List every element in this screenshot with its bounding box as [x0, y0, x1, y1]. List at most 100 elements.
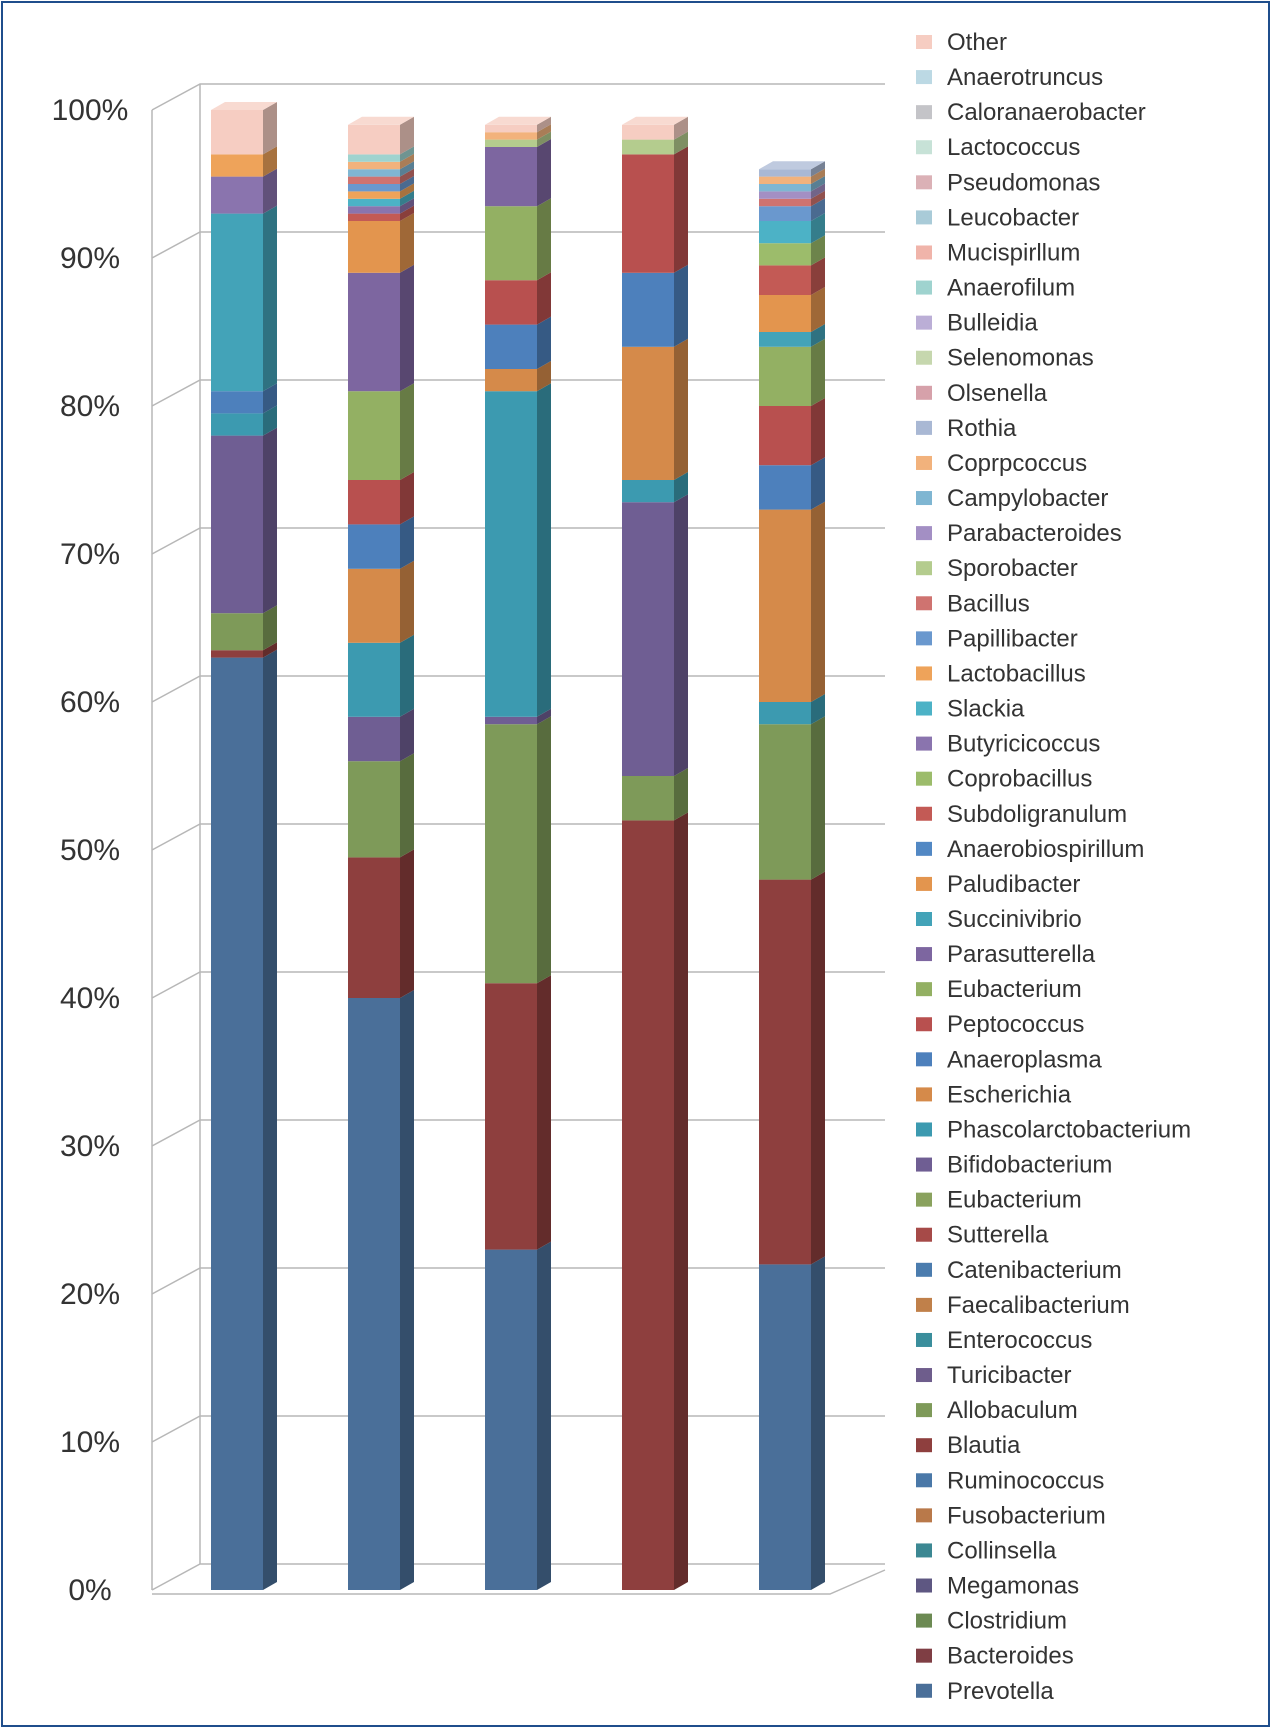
- bar-segment-side: [811, 871, 825, 1265]
- bar-segment: [348, 191, 400, 199]
- bar-segment: [211, 391, 263, 414]
- bar-segment-side: [400, 560, 414, 643]
- legend-label: Sporobacter: [947, 555, 1078, 582]
- bar-segment: [622, 154, 674, 273]
- bar-segment-side: [400, 849, 414, 998]
- legend-swatch: [916, 1683, 932, 1698]
- bar-segment: [485, 716, 537, 725]
- legend-item: Parasutterella: [916, 941, 1096, 968]
- legend-label: Prevotella: [947, 1678, 1054, 1705]
- bar-segment-side: [400, 153, 414, 170]
- legend-swatch: [916, 561, 932, 576]
- bar-segment: [759, 465, 811, 510]
- bar-segment-side: [811, 161, 825, 177]
- legend-swatch: [916, 631, 932, 646]
- legend-item: Parabacteroides: [916, 520, 1122, 547]
- bar-segment: [485, 132, 537, 140]
- bar-segment-side: [263, 427, 277, 614]
- bar-segment: [622, 124, 674, 140]
- legend-item: Coprpcoccus: [916, 450, 1087, 477]
- legend-label: Clostridium: [947, 1608, 1067, 1635]
- bar-segment: [485, 724, 537, 984]
- y-tick-label: 40%: [60, 982, 120, 1015]
- y-tick-label: 100%: [52, 94, 129, 127]
- bar-segment: [348, 272, 400, 392]
- legend-swatch: [916, 1157, 932, 1172]
- legend-swatch: [916, 841, 932, 856]
- bar-segment: [759, 346, 811, 406]
- bar-top-cap: [622, 116, 688, 125]
- legend-item: Subdoligranulum: [916, 801, 1127, 828]
- legend-label: Olsenella: [947, 380, 1048, 407]
- bar-segment: [211, 154, 263, 177]
- bar-segment-side: [811, 213, 825, 244]
- bars: [211, 102, 825, 1590]
- legend-swatch: [916, 1332, 932, 1347]
- bar-segment: [211, 176, 263, 214]
- bar-segment-side: [811, 183, 825, 199]
- bar-segment: [759, 295, 811, 332]
- bar-segment: [485, 1249, 537, 1590]
- legend-label: Megamonas: [947, 1573, 1079, 1600]
- bar-segment-side: [537, 383, 551, 717]
- legend-item: Bifidobacterium: [916, 1152, 1112, 1179]
- bar-top-cap: [759, 161, 825, 170]
- legend-swatch: [916, 175, 932, 190]
- legend-item: Sporobacter: [916, 555, 1078, 582]
- legend-swatch: [916, 1087, 932, 1102]
- legend-label: Sutterella: [947, 1222, 1049, 1249]
- bar-segment-side: [400, 116, 414, 155]
- legend-label: Bifidobacterium: [947, 1152, 1112, 1179]
- bar-segment: [759, 184, 811, 192]
- bar-stack: [622, 116, 688, 1590]
- bar-segment: [211, 435, 263, 614]
- bar-segment: [348, 154, 400, 162]
- bar-segment: [348, 716, 400, 762]
- bar-segment: [211, 650, 263, 658]
- legend-label: Peptococcus: [947, 1011, 1084, 1038]
- legend-item: Caloranaerobacter: [916, 99, 1146, 126]
- bar-segment-side: [263, 205, 277, 392]
- bar-segment-side: [263, 405, 277, 436]
- bar-segment-side: [811, 457, 825, 510]
- bar-segment: [759, 176, 811, 184]
- bar-segment-side: [674, 116, 688, 140]
- bar-stack: [485, 116, 551, 1590]
- legend-item: Faecalibacterium: [916, 1292, 1130, 1319]
- legend-item: Succinivibrio: [916, 906, 1082, 933]
- legend-item: Other: [916, 29, 1007, 56]
- bar-segment-side: [400, 708, 414, 762]
- bar-segment: [759, 879, 811, 1265]
- bar-segment-side: [811, 501, 825, 702]
- bar-segment: [348, 857, 400, 998]
- legend-label: Paludibacter: [947, 871, 1080, 898]
- bar-segment-side: [811, 694, 825, 725]
- legend-item: Bacillus: [916, 590, 1030, 617]
- legend-item: Prevotella: [916, 1678, 1054, 1705]
- bar-segment-side: [400, 753, 414, 858]
- bar-segment-side: [537, 198, 551, 281]
- legend-swatch: [916, 140, 932, 155]
- bar-segment-side: [400, 213, 414, 273]
- legend-item: Anaeroplasma: [916, 1046, 1102, 1073]
- legend-item: Lactobacillus: [916, 660, 1086, 687]
- legend-item: Escherichia: [916, 1081, 1072, 1108]
- legend-swatch: [916, 526, 932, 541]
- legend-swatch: [916, 876, 932, 891]
- legend-item: Anaerofilum: [916, 275, 1075, 302]
- legend-label: Eubacterium: [947, 1187, 1082, 1214]
- bar-segment-side: [263, 605, 277, 651]
- bar-segment-side: [811, 198, 825, 221]
- bar-segment: [211, 657, 263, 1590]
- bar-segment-side: [811, 168, 825, 184]
- bar-segment-side: [674, 264, 688, 347]
- legend-label: Campylobacter: [947, 485, 1108, 512]
- bar-segment: [622, 502, 674, 776]
- legend-label: Turicibacter: [947, 1362, 1071, 1389]
- bar-segment-side: [263, 649, 277, 1590]
- bar-segment-side: [537, 708, 551, 725]
- bar-segment: [485, 280, 537, 325]
- y-tick-label: 0%: [68, 1574, 111, 1607]
- bar-segment-side: [537, 1241, 551, 1590]
- legend-label: Selenomonas: [947, 345, 1094, 372]
